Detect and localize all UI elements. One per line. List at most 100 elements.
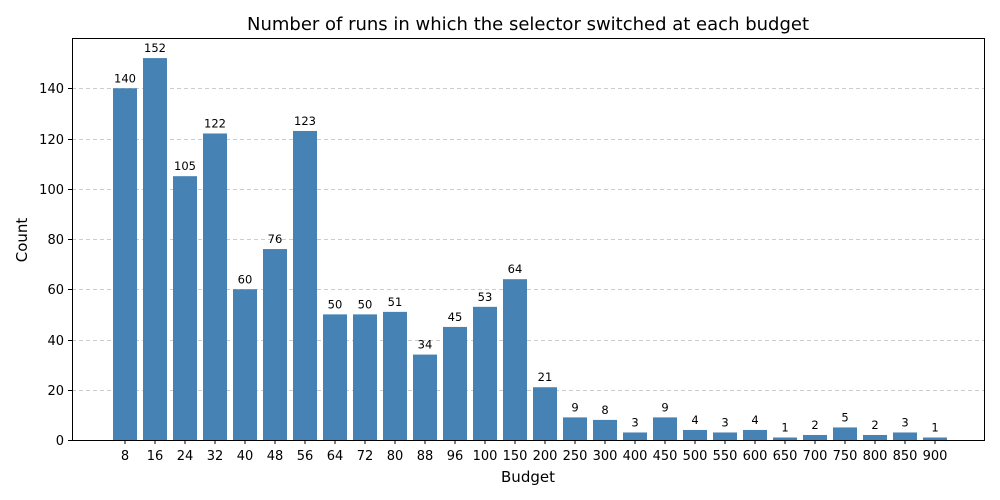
y-tick-label: 20	[47, 384, 64, 399]
data-label: 34	[418, 338, 433, 352]
y-tick-label: 100	[39, 183, 64, 198]
x-tick-label: 900	[923, 449, 948, 464]
bar	[743, 429, 767, 440]
x-tick-label: 750	[833, 449, 858, 464]
data-label: 64	[508, 262, 523, 276]
x-tick-label: 800	[863, 449, 888, 464]
x-tick-label: 100	[473, 449, 498, 464]
x-tick-label: 600	[743, 449, 768, 464]
bar	[593, 419, 617, 440]
data-label: 123	[294, 114, 316, 128]
data-label: 4	[751, 413, 758, 427]
data-label: 4	[691, 413, 698, 427]
y-tick-label: 80	[47, 233, 64, 248]
data-label: 21	[538, 370, 553, 384]
x-tick-label: 400	[623, 449, 648, 464]
x-tick-label: 40	[237, 449, 254, 464]
data-label: 76	[268, 232, 283, 246]
bar	[803, 434, 827, 440]
bar	[833, 427, 857, 440]
bar	[893, 432, 917, 440]
y-axis: 0 20 40 60 80 100 120 140	[39, 82, 72, 449]
data-label: 5	[841, 410, 848, 424]
data-label: 2	[871, 418, 878, 432]
bar	[683, 429, 707, 440]
bar	[563, 417, 587, 440]
bar	[443, 326, 467, 440]
x-tick-label: 56	[297, 449, 314, 464]
x-tick-label: 650	[773, 449, 798, 464]
bar	[863, 434, 887, 440]
x-tick-label: 48	[267, 449, 284, 464]
data-label: 140	[114, 71, 136, 85]
data-label: 45	[448, 310, 463, 324]
x-tick-label: 72	[357, 449, 374, 464]
data-label: 9	[661, 400, 668, 414]
data-label: 50	[328, 297, 343, 311]
bar	[233, 289, 257, 440]
x-tick-label: 300	[593, 449, 618, 464]
bar	[323, 314, 347, 440]
bar	[923, 437, 947, 440]
data-label: 2	[811, 418, 818, 432]
x-axis: 8 16 24 32 40 48 56 64 72 80 88 96 100 150 200 250 300 40…	[121, 440, 948, 464]
bar	[653, 417, 677, 440]
bar	[353, 314, 377, 440]
y-tick-label: 120	[39, 133, 64, 148]
bar	[173, 176, 197, 440]
bar	[293, 130, 317, 440]
x-axis-label: Budget	[501, 468, 555, 486]
y-axis-label: Count	[13, 218, 31, 263]
x-tick-label: 8	[121, 449, 129, 464]
bar	[263, 249, 287, 440]
x-tick-label: 150	[503, 449, 528, 464]
data-label: 3	[721, 415, 728, 429]
bar	[713, 432, 737, 440]
data-label: 60	[238, 272, 253, 286]
bar	[383, 311, 407, 440]
y-tick-label: 140	[39, 82, 64, 97]
x-tick-label: 96	[447, 449, 464, 464]
bar	[773, 437, 797, 440]
chart-title: Number of runs in which the selector swi…	[247, 14, 809, 35]
data-label: 3	[901, 415, 908, 429]
y-tick-label: 60	[47, 283, 64, 298]
x-tick-label: 64	[327, 449, 344, 464]
x-tick-label: 450	[653, 449, 678, 464]
x-tick-label: 88	[417, 449, 434, 464]
x-tick-label: 24	[177, 449, 194, 464]
bar	[413, 354, 437, 440]
data-label: 3	[631, 415, 638, 429]
y-tick-label: 0	[56, 434, 64, 449]
x-tick-label: 250	[563, 449, 588, 464]
data-label: 50	[358, 297, 373, 311]
data-label: 9	[571, 400, 578, 414]
x-tick-label: 500	[683, 449, 708, 464]
data-label: 1	[931, 420, 938, 434]
x-tick-label: 700	[803, 449, 828, 464]
bar	[143, 58, 167, 440]
bar	[503, 279, 527, 440]
bar	[203, 133, 227, 440]
x-tick-label: 16	[147, 449, 164, 464]
data-label: 122	[204, 116, 226, 130]
data-label: 105	[174, 159, 196, 173]
data-label: 53	[478, 290, 493, 304]
plot-frame	[72, 38, 985, 441]
data-label: 8	[601, 403, 608, 417]
bars-layer	[113, 58, 947, 440]
bar	[113, 88, 137, 440]
x-tick-label: 200	[533, 449, 558, 464]
x-tick-label: 32	[207, 449, 224, 464]
bar	[623, 432, 647, 440]
bar	[473, 306, 497, 440]
x-tick-label: 550	[713, 449, 738, 464]
data-label: 152	[144, 41, 166, 55]
x-tick-label: 850	[893, 449, 918, 464]
bar	[533, 387, 557, 440]
x-tick-label: 80	[387, 449, 404, 464]
data-label: 51	[388, 295, 403, 309]
y-tick-label: 40	[47, 334, 64, 349]
